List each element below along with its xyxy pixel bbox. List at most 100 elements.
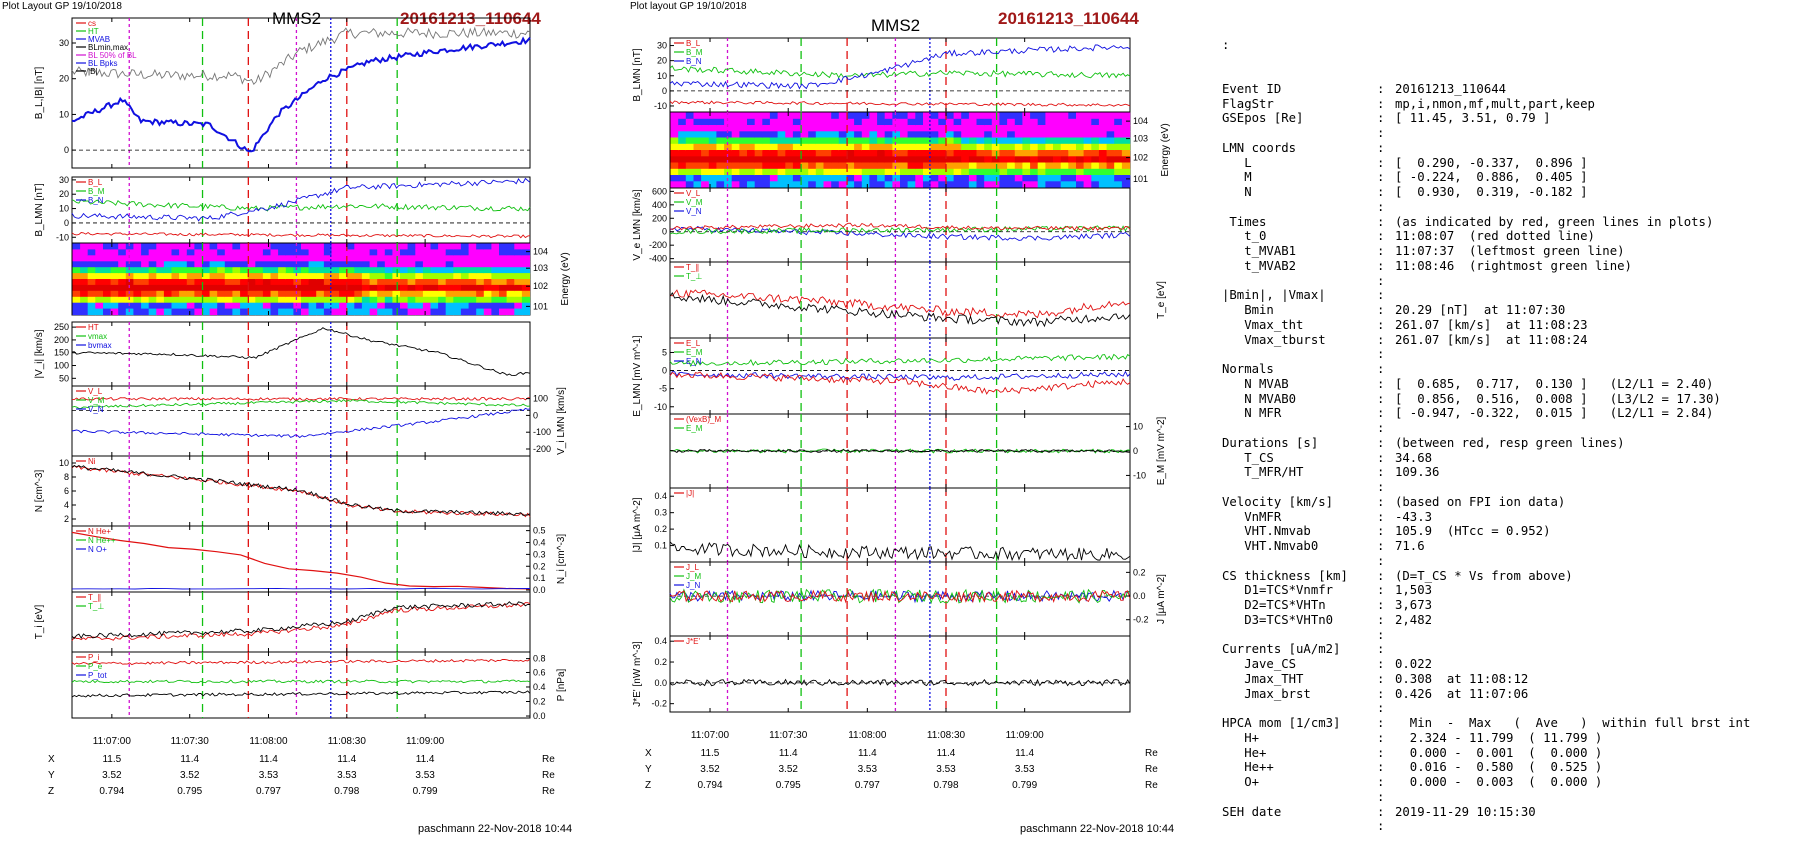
- summary-value: 2.324 - 11.799 ( 11.799 ): [1395, 730, 1603, 745]
- left-panel-frame: [71, 591, 531, 653]
- left-rtick-label: 0: [533, 410, 538, 420]
- summary-colon: :: [1377, 819, 1385, 834]
- summary-colon: :: [1377, 81, 1385, 96]
- summary-key: [1222, 274, 1377, 289]
- left-rtick-label: 0.2: [533, 697, 546, 707]
- left-ytick-label: 30: [59, 38, 69, 48]
- summary-key: N MVAB: [1222, 376, 1289, 391]
- summary-colon: :: [1377, 140, 1385, 155]
- summary-row: N MVAB0: [ 0.856, 0.516, 0.008 ] (L3/L2 =…: [1222, 392, 1792, 407]
- left-ytick-label: 10: [59, 458, 69, 468]
- left-orbit-value: 11.4: [337, 754, 356, 765]
- summary-key: [1222, 554, 1377, 569]
- right-series-4-2: [669, 371, 1131, 395]
- right-ytick-label: -10: [654, 402, 667, 412]
- right-panel-4: -10 -5 0 5 E_LMN [mV m^-1] E_LE_ME_N: [632, 335, 1131, 417]
- left-ytick-label: 0: [64, 145, 69, 155]
- summary-colon: :: [1377, 701, 1385, 716]
- left-series-8-2: [71, 690, 531, 698]
- right-ytick-label: 0.3: [654, 508, 667, 518]
- right-legend-label: J_N: [686, 581, 700, 590]
- left-orbit-name: X: [48, 754, 55, 765]
- summary-row: :: [1222, 200, 1792, 215]
- left-ylabel: |V_i| [km/s]: [34, 329, 45, 378]
- left-legend-label: T_∥: [88, 593, 101, 602]
- right-ytick-label: 0.4: [654, 636, 667, 646]
- summary-colon: :: [1377, 126, 1385, 140]
- summary-row: :: [1222, 274, 1792, 289]
- left-panel-4: 100 0 -100 -200 V_i LMN [km/s] V_LV_MV_N: [71, 385, 567, 457]
- summary-key: [1222, 480, 1377, 495]
- summary-key: L: [1222, 155, 1252, 170]
- right-rtick-label: 0.0: [1133, 591, 1146, 601]
- left-legend-label: V_L: [88, 387, 103, 396]
- left-rtick-label: 104: [533, 247, 548, 257]
- right-orbit-value: 11.5: [701, 748, 720, 759]
- summary-key: Velocity [km/s]: [1222, 494, 1334, 509]
- left-right-label: N_i [cm^-3]: [556, 534, 567, 584]
- right-spectrogram: [670, 112, 1131, 189]
- left-rtick-label: 0.2: [533, 561, 546, 571]
- summary-value: [ 0.930, 0.319, -0.182 ]: [1395, 185, 1588, 199]
- right-legend-label: B_N: [686, 57, 702, 66]
- summary-colon: :: [1377, 553, 1385, 568]
- left-spectrogram: [72, 243, 531, 316]
- right-series-5-1: [669, 449, 1131, 453]
- right-rtick-label: 104: [1133, 116, 1148, 126]
- left-orbit-value: 0.799: [413, 786, 438, 797]
- right-rtick-label: 102: [1133, 153, 1148, 163]
- summary-value: 0.016 - 0.580 ( 0.525 ): [1395, 760, 1603, 775]
- summary-colon: :: [1377, 789, 1385, 804]
- left-legend-label: BL 50% of BL: [88, 51, 137, 60]
- left-legend-label: HT: [88, 27, 99, 36]
- summary-colon: :: [1377, 111, 1385, 126]
- summary-colon: :: [1377, 612, 1385, 627]
- right-time-tick-label: 11:07:30: [769, 730, 808, 741]
- left-series-1-0: [71, 231, 531, 239]
- summary-key: N MVAB0: [1222, 391, 1297, 406]
- summary-row: :: [1222, 790, 1792, 805]
- right-ytick-label: 400: [652, 200, 667, 210]
- summary-value: [ 0.685, 0.717, 0.130 ] (L2/L1 = 2.40): [1395, 376, 1714, 391]
- right-ytick-label: 0.0: [654, 678, 667, 688]
- summary-colon: :: [1377, 671, 1385, 686]
- summary-row: Velocity [km/s]: (based on FPI ion data): [1222, 495, 1792, 510]
- right-plot-header: Plot layout GP 19/10/2018: [630, 1, 747, 12]
- summary-key: [1222, 200, 1377, 215]
- summary-key: |Bmin|, |Vmax|: [1222, 288, 1326, 303]
- summary-key: [1222, 421, 1377, 436]
- left-legend-label: N He++: [88, 536, 116, 545]
- summary-key: T_CS: [1222, 450, 1274, 465]
- left-legend-label: vmax: [88, 332, 107, 341]
- right-ytick-label: 10: [657, 71, 667, 81]
- right-ylabel: E_LMN [mV m^-1]: [632, 335, 643, 417]
- left-ylabel: B_L,|B| [nT]: [34, 67, 45, 120]
- right-orbit-name: Y: [645, 764, 652, 775]
- right-legend-label: E_M: [686, 424, 703, 433]
- summary-colon: :: [1377, 657, 1385, 671]
- summary-key: N: [1222, 185, 1252, 199]
- right-time-tick-label: 11:08:00: [848, 730, 887, 741]
- right-time-tick-label: 11:08:30: [927, 730, 966, 741]
- left-rtick-label: 103: [533, 263, 548, 273]
- summary-value: 20.29 [nT] at 11:07:30: [1395, 303, 1566, 317]
- summary-key: D3=TCS*VHTn0: [1222, 612, 1334, 627]
- right-series-7-2: [669, 589, 1131, 604]
- summary-value: [ 0.856, 0.516, 0.008 ] (L3/L2 = 17.30): [1395, 391, 1721, 406]
- right-orbit-value: 3.52: [700, 764, 720, 775]
- summary-row: Currents [uA/m2]:: [1222, 642, 1792, 657]
- right-legend-label: E_M: [686, 348, 703, 357]
- left-orbit-value: 11.4: [259, 754, 278, 765]
- left-ytick-label: 4: [64, 500, 69, 510]
- summary-colon: :: [1377, 539, 1385, 553]
- right-ytick-label: 0.4: [654, 491, 667, 501]
- summary-key: Normals: [1222, 362, 1274, 376]
- left-ytick-label: 200: [54, 335, 69, 345]
- summary-row: N: [ 0.930, 0.319, -0.182 ]: [1222, 185, 1792, 200]
- right-right-label: T_e [eV]: [1156, 281, 1167, 319]
- left-series-8-0: [71, 658, 531, 666]
- summary-row: :: [1222, 421, 1792, 436]
- right-orbit-value: 3.53: [936, 764, 956, 775]
